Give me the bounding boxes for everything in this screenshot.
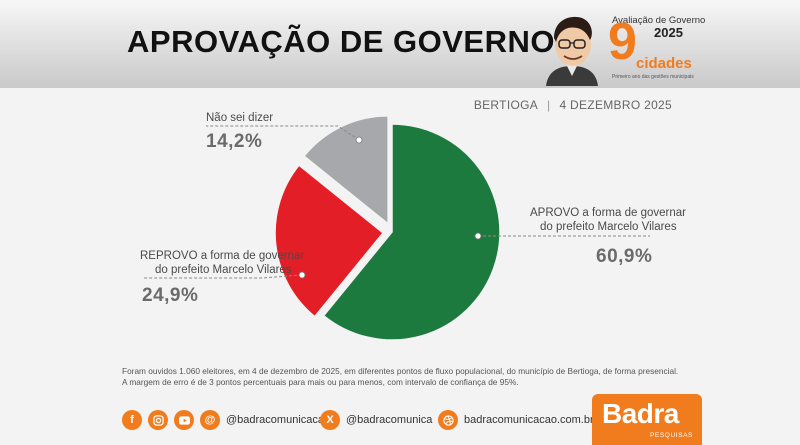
dribbble-icon[interactable] (438, 410, 458, 430)
threads-icon[interactable]: @ (200, 410, 220, 430)
survey-notes: Foram ouvidos 1.060 eleitores, em 4 de d… (122, 366, 678, 388)
brand-top-text: Avaliação de Governo (612, 15, 706, 26)
survey-city: BERTIOGA (473, 98, 539, 112)
youtube-icon[interactable] (174, 410, 194, 430)
badra-name: Badra (602, 398, 679, 429)
page-title: APROVAÇÃO DE GOVERNO (127, 24, 555, 59)
caricature-image (546, 16, 598, 86)
instagram-icon[interactable] (148, 410, 168, 430)
approve-label-line2: do prefeito Marcelo Vilares (540, 221, 677, 233)
dontknow-label: Não sei dizer (206, 112, 274, 124)
survey-date: 4 DEZEMBRO 2025 (559, 98, 672, 112)
approve-leader-dot (474, 232, 482, 240)
brand-word: cidades (636, 55, 692, 72)
disapprove-leader-dot (298, 271, 306, 279)
badra-logo: Badra PESQUISAS (592, 394, 702, 445)
notes-line1: Foram ouvidos 1.060 eleitores, em 4 de d… (122, 366, 679, 376)
facebook-icon[interactable]: f (122, 410, 142, 430)
brand-number: 9 (608, 13, 637, 71)
brand-year: 2025 (654, 25, 683, 40)
dontknow-value: 14,2% (206, 131, 263, 152)
badra-subtitle: PESQUISAS (650, 432, 693, 439)
x-link: X @badracomunica (320, 409, 432, 431)
brand-logo: Avaliação de Governo 9 2025 cidades Prim… (608, 12, 708, 84)
website-link: badracomunicacao.com.br (438, 409, 594, 431)
approve-label-line1: APROVO a forma de governar (530, 207, 686, 219)
disapprove-value: 24,9% (142, 285, 199, 306)
website-text[interactable]: badracomunicacao.com.br (464, 414, 594, 426)
social-links: f @ @badracomunicacao (122, 409, 330, 431)
survey-meta: BERTIOGA | 4 DEZEMBRO 2025 (473, 98, 672, 112)
disapprove-leader (142, 274, 303, 279)
dontknow-leader (206, 125, 360, 141)
disapprove-label-line2: do prefeito Marcelo Vilares (155, 264, 292, 276)
slice-disapprove (274, 164, 385, 318)
header-banner (0, 0, 800, 88)
brand-subtitle: Primeiro ano das gestões municipais (612, 74, 694, 80)
x-handle[interactable]: @badracomunica (346, 414, 433, 426)
social-handle[interactable]: @badracomunicacao (226, 414, 331, 426)
slice-approve (322, 123, 501, 341)
notes-line2: A margem de erro é de 3 pontos percentua… (122, 377, 519, 387)
x-icon[interactable]: X (320, 410, 340, 430)
dontknow-leader-dot (355, 136, 363, 144)
disapprove-label-line1: REPROVO a forma de governar (140, 250, 305, 262)
slice-dontknow (302, 115, 389, 226)
approve-value: 60,9% (596, 246, 653, 267)
